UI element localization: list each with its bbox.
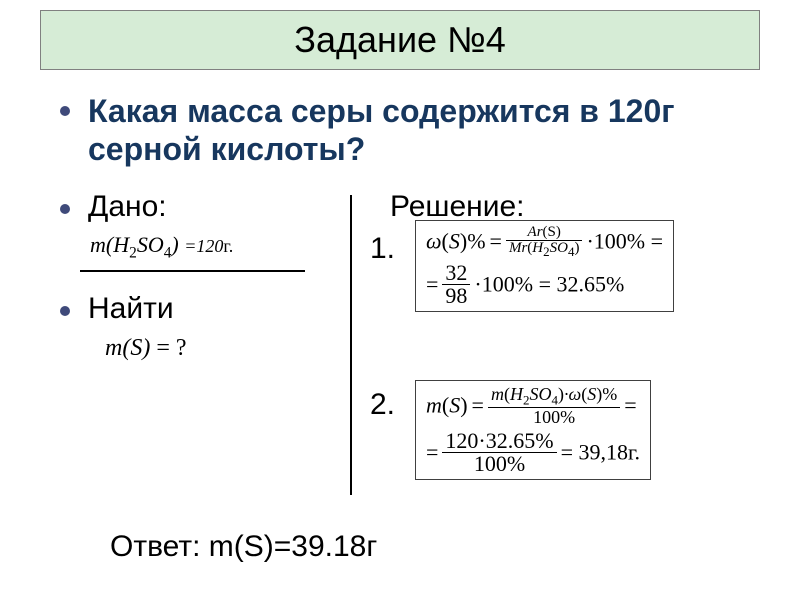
find-row: Найти xyxy=(60,292,174,326)
eq: = xyxy=(472,392,484,417)
question-text: Какая масса серы содержится в 120г серно… xyxy=(88,92,760,169)
question-row: Какая масса серы содержится в 120г серно… xyxy=(60,92,760,169)
formula-box-1: ω(S)% = Ar(S) Mr(H2SO4) ·100% = = 32 98 … xyxy=(415,220,674,312)
fraction-calc: 120·32.65% 100% xyxy=(442,430,556,475)
chem-s: S xyxy=(449,229,460,254)
bullet-icon xyxy=(60,204,70,214)
find-expression: m(S) = ? xyxy=(105,335,187,362)
solution-label: Решение: xyxy=(390,190,524,224)
eq: = xyxy=(426,439,438,464)
var-m: m xyxy=(105,335,122,361)
equals: = xyxy=(184,236,196,256)
unit: г. xyxy=(223,236,233,256)
var-m: m xyxy=(426,392,442,417)
fraction-top: m(H2SO4)·ω(S)% 100% xyxy=(488,385,620,426)
eq: = xyxy=(624,392,636,417)
sub-2: 2 xyxy=(129,244,137,261)
chem-h: H xyxy=(113,232,129,257)
chem-so: SO xyxy=(137,232,164,257)
horizontal-divider xyxy=(80,270,305,272)
bullet-icon xyxy=(60,306,70,316)
find-label: Найти xyxy=(88,292,174,326)
given-label: Дано: xyxy=(88,190,167,224)
fraction-32-98: 32 98 xyxy=(442,262,470,307)
pct: % xyxy=(467,229,485,254)
result-mass: = 39,18г. xyxy=(561,439,640,464)
chem-s: S xyxy=(449,392,460,417)
given-value: 120 xyxy=(196,236,223,256)
bullet-icon xyxy=(60,106,70,116)
var-m: m xyxy=(90,232,106,257)
times-100: ·100% = xyxy=(586,229,663,254)
answer-row: Ответ: m(S)=39.18г xyxy=(110,530,377,564)
page-title: Задание №4 xyxy=(294,19,505,60)
given-row: Дано: xyxy=(60,190,167,224)
fraction-ar-mr: Ar(S) Mr(H2SO4) xyxy=(506,225,583,258)
omega: ω xyxy=(426,229,442,254)
eq: = xyxy=(426,272,438,297)
given-expression: m(H2SO4) =120г. xyxy=(90,232,233,262)
step-number-2: 2. xyxy=(370,388,395,422)
result-pct: ·100% = 32.65% xyxy=(474,272,624,297)
eq: = xyxy=(490,229,502,254)
equals-q: = ? xyxy=(156,335,186,361)
vertical-divider xyxy=(350,195,352,495)
answer-label: Ответ: xyxy=(110,530,209,563)
answer-value: m(S)=39.18г xyxy=(209,530,378,563)
chem-s: S xyxy=(130,335,142,361)
title-container: Задание №4 xyxy=(40,10,760,70)
formula-box-2: m(S) = m(H2SO4)·ω(S)% 100% = = 120·32.65… xyxy=(415,380,651,480)
step-number-1: 1. xyxy=(370,232,395,266)
